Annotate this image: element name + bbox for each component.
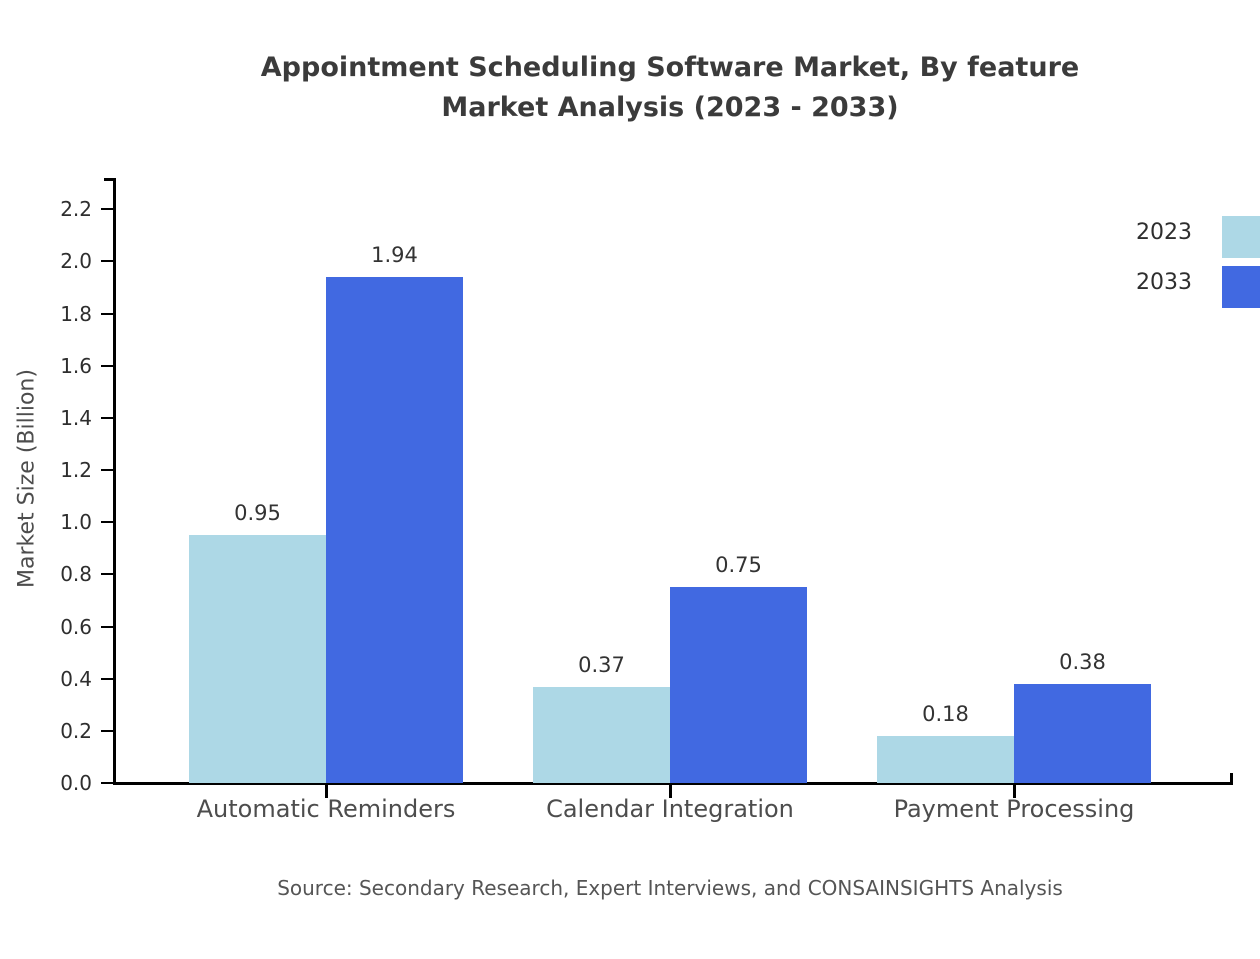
y-axis-tick <box>101 312 113 315</box>
y-axis-tick <box>101 521 113 524</box>
y-axis-tick <box>101 364 113 367</box>
y-axis-spine <box>113 178 116 785</box>
y-axis-tick-label: 0.6 <box>60 614 92 639</box>
x-axis-spine <box>113 782 1233 785</box>
bar-value-label: 0.37 <box>578 652 625 677</box>
y-axis-tick <box>101 677 113 680</box>
x-axis-category-label: Payment Processing <box>893 795 1135 823</box>
legend-label: 2033 <box>1136 270 1192 295</box>
bar-value-label: 0.95 <box>234 501 281 526</box>
bar-2033-payment-processing[interactable] <box>1014 683 1151 783</box>
chart-figure: Appointment Scheduling Software Market, … <box>14 52 1260 900</box>
y-axis-title: Market Size (Billion) <box>14 369 40 588</box>
bar-value-label: 0.38 <box>1059 649 1106 674</box>
y-axis-tick-label: 1.4 <box>60 405 92 430</box>
y-axis-tick-label: 2.2 <box>60 197 92 222</box>
y-axis-tick-label: 0.2 <box>60 718 92 743</box>
y-axis-tick-label: 1.0 <box>60 510 92 535</box>
y-axis-tick <box>101 260 113 263</box>
chart-title: Appointment Scheduling Software Market, … <box>260 52 1080 123</box>
y-axis-tick-label: 1.2 <box>60 458 92 483</box>
y-axis-top-cap <box>104 178 116 181</box>
legend-item-2033[interactable]: 2033 <box>1120 266 1260 308</box>
bar-value-label: 1.94 <box>371 243 418 268</box>
x-axis-category-label: Calendar Integration <box>546 795 794 823</box>
y-axis-tick-label: 0.0 <box>60 771 92 795</box>
y-axis-tick <box>101 573 113 576</box>
y-axis-tick <box>101 208 113 211</box>
legend-label: 2023 <box>1136 220 1192 245</box>
x-axis-tick <box>669 785 672 798</box>
bar-value-label: 0.75 <box>715 553 762 578</box>
legend-color-swatch <box>1222 266 1260 308</box>
y-axis-tick <box>101 416 113 419</box>
y-axis-tick <box>101 782 113 784</box>
y-axis-tick-label: 1.8 <box>60 301 92 326</box>
y-axis-tick-label: 1.6 <box>60 353 92 378</box>
y-axis-tick <box>101 729 113 732</box>
x-axis-tick <box>325 785 328 798</box>
y-axis-tick-label: 0.4 <box>60 666 92 691</box>
bar-2033-calendar-integration[interactable] <box>670 587 807 783</box>
source-note: Source: Secondary Research, Expert Inter… <box>277 876 1063 900</box>
x-axis-category-label: Automatic Reminders <box>196 795 456 823</box>
chart-legend: 2023 2033 <box>1120 216 1260 308</box>
bar-2033-automatic-reminders[interactable] <box>326 277 463 783</box>
y-axis-tick-label: 0.8 <box>60 562 92 587</box>
legend-item-2023[interactable]: 2023 <box>1120 216 1260 258</box>
x-axis-tick <box>1013 785 1016 798</box>
y-axis-tick <box>101 469 113 472</box>
x-axis-right-cap <box>1230 773 1233 785</box>
bar-2023-calendar-integration[interactable] <box>533 686 670 783</box>
y-axis-tick <box>101 625 113 628</box>
legend-color-swatch <box>1222 216 1260 258</box>
bar-2023-payment-processing[interactable] <box>877 736 1014 783</box>
bar-value-label: 0.18 <box>922 702 969 727</box>
y-axis-tick-label: 2.0 <box>60 249 92 274</box>
bar-2023-automatic-reminders[interactable] <box>189 535 326 783</box>
